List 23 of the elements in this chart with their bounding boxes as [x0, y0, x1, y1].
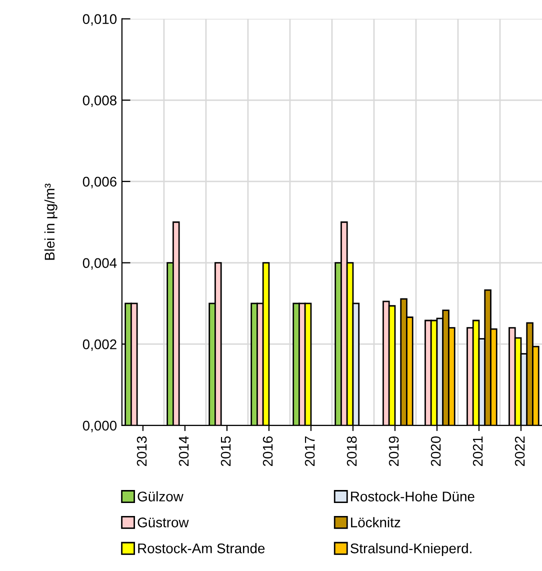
- legend-label: Rostock-Am Strande: [138, 543, 265, 554]
- y-tick-label: 0,006: [82, 176, 116, 188]
- x-tick-label: 2016: [262, 436, 273, 466]
- y-tick-label: 0,000: [82, 420, 117, 432]
- legend-label: Löcknitz: [351, 517, 400, 528]
- legend-label: Rostock-Hohe Düne: [351, 491, 474, 502]
- x-tick-label: 2019: [388, 436, 399, 466]
- y-tick-label: 0,008: [82, 95, 116, 107]
- x-tick-label: 2022: [514, 436, 525, 466]
- y-axis-title: Blei in µg/m³: [44, 184, 58, 260]
- legend-label: Stralsund-Knieperd.: [350, 543, 472, 556]
- x-tick-label: 2015: [220, 436, 231, 466]
- x-tick-label: 2013: [136, 436, 147, 466]
- legend-label: Güstrow: [138, 518, 189, 528]
- y-tick-label: 0,002: [82, 339, 116, 351]
- x-tick-label: 2018: [346, 436, 357, 466]
- y-tick-label: 0,004: [82, 258, 117, 270]
- y-tick-label: 0,010: [82, 14, 117, 26]
- x-tick-label: 2017: [304, 436, 315, 466]
- x-tick-label: 2014: [178, 436, 189, 466]
- legend-label: Gülzow: [138, 491, 184, 502]
- x-tick-label: 2021: [472, 436, 483, 466]
- x-tick-label: 2020: [430, 436, 441, 466]
